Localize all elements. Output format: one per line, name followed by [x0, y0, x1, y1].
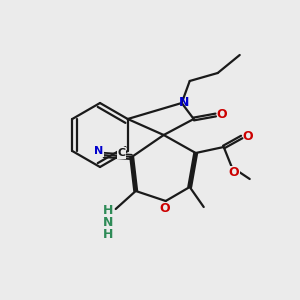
Text: O: O	[242, 130, 253, 143]
Text: O: O	[228, 167, 239, 179]
Text: O: O	[159, 202, 170, 214]
Text: N: N	[103, 217, 113, 230]
Text: O: O	[216, 109, 227, 122]
Text: H: H	[103, 205, 113, 218]
Text: N: N	[178, 95, 189, 109]
Text: H: H	[103, 229, 113, 242]
Text: C: C	[118, 148, 126, 158]
Text: N: N	[94, 146, 103, 156]
